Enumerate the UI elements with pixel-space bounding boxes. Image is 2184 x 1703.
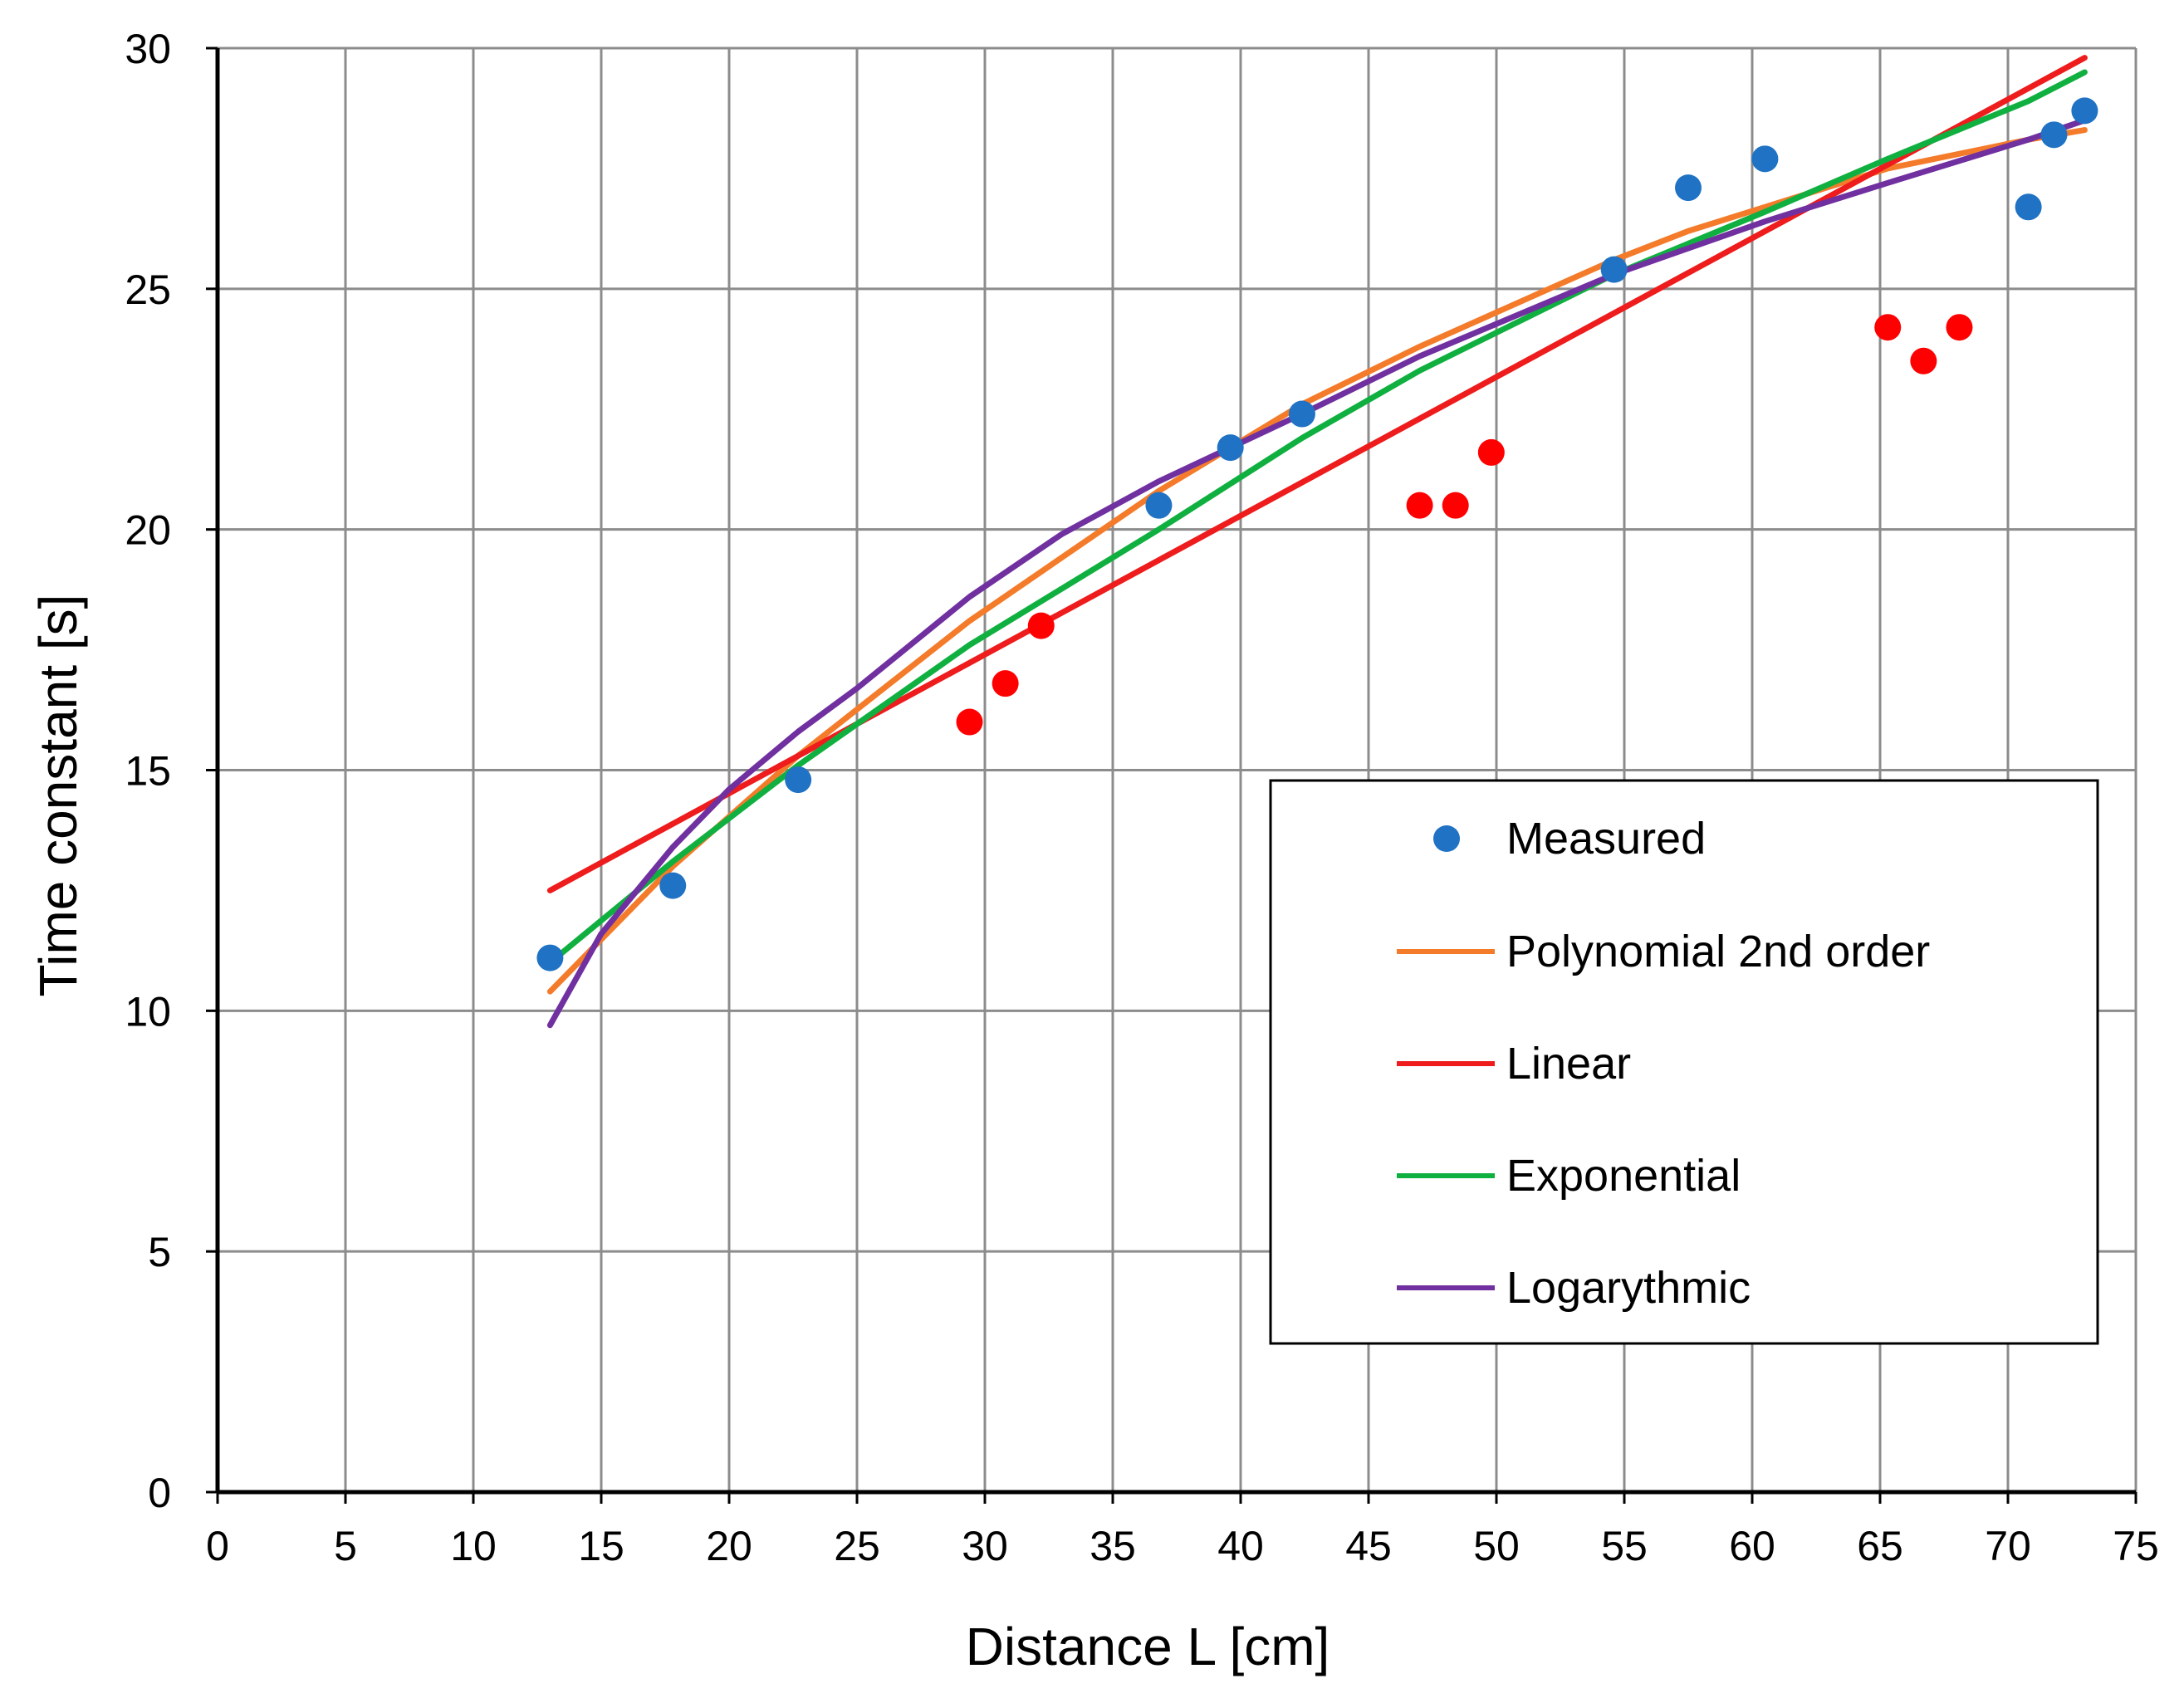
x-tick-label: 20 xyxy=(706,1523,752,1569)
x-tick-label: 5 xyxy=(334,1523,357,1569)
legend-symbol-measured xyxy=(1433,825,1460,852)
legend: Measured Polynomial 2nd order Linear Exp… xyxy=(1269,779,2099,1345)
data-point-outliers xyxy=(1027,612,1055,639)
data-point-outliers xyxy=(956,708,983,736)
data-point-outliers xyxy=(1946,314,1973,341)
data-point-measured xyxy=(785,766,812,794)
y-tick-label: 15 xyxy=(125,748,171,795)
x-tick-label: 15 xyxy=(578,1523,624,1569)
y-tick-label: 20 xyxy=(125,507,171,554)
data-point-measured xyxy=(659,872,687,899)
x-tick-label: 50 xyxy=(1473,1523,1520,1569)
series-line-logarythmic xyxy=(546,117,2088,1029)
tick-labels: 0 5 10 15 20 25 30 35 40 45 50 55 60 65 70 75 0 5 10 15 20 25… xyxy=(125,26,2158,1569)
data-point-outliers xyxy=(1874,314,1902,341)
y-tick-label: 5 xyxy=(148,1229,171,1275)
series-line-exponential xyxy=(546,69,2088,966)
x-tick-label: 35 xyxy=(1090,1523,1136,1569)
series-lines xyxy=(546,55,2088,1029)
y-tick-label: 25 xyxy=(125,267,171,313)
x-tick-label: 75 xyxy=(2113,1523,2159,1569)
axes xyxy=(206,46,2137,1504)
y-axis-title: Time constant [s] xyxy=(28,595,88,997)
data-point-measured xyxy=(1145,492,1173,519)
x-tick-label: 0 xyxy=(206,1523,229,1569)
y-tick-label: 0 xyxy=(148,1470,171,1516)
legend-label-exponential: Exponential xyxy=(1506,1151,1741,1201)
data-point-outliers xyxy=(1406,492,1433,519)
data-point-measured xyxy=(1600,256,1628,283)
data-point-measured xyxy=(1288,400,1315,428)
x-tick-label: 30 xyxy=(962,1523,1008,1569)
data-point-outliers xyxy=(1442,492,1469,519)
data-point-outliers xyxy=(1910,347,1937,374)
series-line-linear xyxy=(546,55,2088,893)
data-point-outliers xyxy=(1477,438,1505,466)
x-tick-label: 60 xyxy=(1729,1523,1775,1569)
y-tick-label: 30 xyxy=(125,26,171,72)
data-point-measured xyxy=(1217,434,1244,462)
data-point-measured xyxy=(1675,174,1702,202)
x-tick-label: 10 xyxy=(450,1523,497,1569)
data-point-measured xyxy=(1751,145,1779,173)
data-point-measured xyxy=(2071,97,2098,125)
legend-label-polynomial: Polynomial 2nd order xyxy=(1506,927,1930,976)
x-tick-label: 45 xyxy=(1345,1523,1392,1569)
data-point-measured xyxy=(2040,121,2068,149)
x-tick-label: 65 xyxy=(1857,1523,1903,1569)
x-tick-label: 55 xyxy=(1601,1523,1648,1569)
data-point-measured xyxy=(536,944,564,971)
legend-label-linear: Linear xyxy=(1506,1039,1631,1089)
x-tick-label: 70 xyxy=(1985,1523,2031,1569)
x-tick-label: 25 xyxy=(834,1523,880,1569)
x-axis-title: Distance L [cm] xyxy=(966,1617,1330,1676)
data-point-measured xyxy=(2015,193,2042,221)
legend-label-logarythmic: Logarythmic xyxy=(1506,1263,1751,1313)
series-points xyxy=(536,97,2098,971)
data-point-outliers xyxy=(992,670,1019,697)
legend-box xyxy=(1269,779,2099,1345)
legend-label-measured: Measured xyxy=(1506,814,1706,864)
x-tick-label: 40 xyxy=(1217,1523,1264,1569)
y-tick-label: 10 xyxy=(125,988,171,1035)
